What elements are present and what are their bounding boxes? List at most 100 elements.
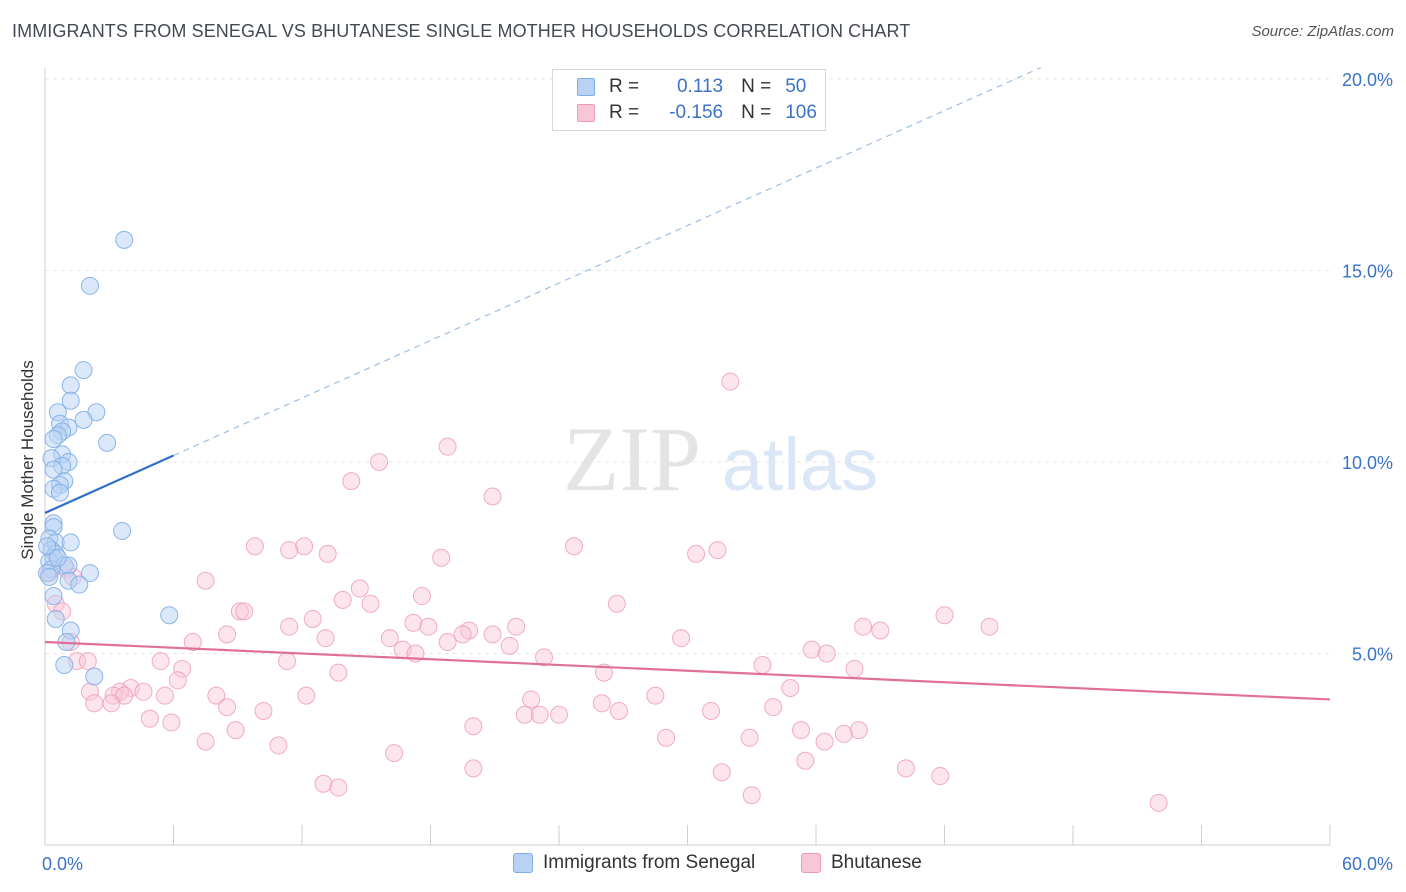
y-tick-label: 10.0%	[1342, 453, 1393, 473]
bhutanese-point	[530, 705, 549, 724]
bhutanese-point	[781, 678, 800, 697]
senegal-point	[113, 521, 132, 540]
bhutanese-point	[218, 698, 237, 717]
bhutanese-point	[280, 541, 299, 560]
y-tick-label: 15.0%	[1342, 262, 1393, 282]
legend-swatch-bhutanese	[577, 104, 595, 122]
bhutanese-point	[815, 732, 834, 751]
bhutanese-point	[834, 724, 853, 743]
bhutanese-point	[702, 701, 721, 720]
legend-n-label: N =	[741, 76, 772, 97]
bhutanese-point	[134, 682, 153, 701]
bhutanese-point	[168, 671, 187, 690]
bhutanese-point	[329, 663, 348, 682]
bhutanese-point	[594, 663, 613, 682]
bhutanese-point	[380, 629, 399, 648]
legend-r-value-senegal: 0.113	[676, 76, 724, 97]
series-name-senegal: Immigrants from Senegal	[543, 852, 756, 873]
bhutanese-point	[183, 633, 202, 652]
bhutanese-point	[871, 621, 890, 640]
senegal-point	[46, 610, 65, 629]
legend-r-label: R =	[609, 76, 640, 97]
senegal-point	[44, 430, 63, 449]
x-tick-label: 60.0%	[1342, 854, 1393, 874]
senegal-point	[98, 433, 117, 452]
bhutanese-point	[318, 544, 337, 563]
bhutanese-point	[672, 629, 691, 648]
bhutanese-point	[764, 698, 783, 717]
bhutanese-point	[564, 537, 583, 556]
legend-r-label: R =	[609, 102, 640, 123]
bhutanese-point	[535, 648, 554, 667]
tick-labels: 5.0% 10.0% 15.0% 20.0% 0.0% 60.0%	[42, 70, 1393, 874]
bhutanese-point	[196, 732, 215, 751]
bhutanese-point	[245, 537, 264, 556]
bhutanese-point	[817, 644, 836, 663]
bhutanese-point	[230, 602, 249, 621]
bhutanese-point	[740, 728, 759, 747]
senegal-point	[74, 410, 93, 429]
series-name-bhutanese: Bhutanese	[831, 852, 922, 873]
bhutanese-point	[796, 751, 815, 770]
senegal-point	[70, 575, 89, 594]
bhutanese-point	[712, 763, 731, 782]
senegal-trend-dashed	[173, 66, 1042, 457]
senegal-point	[80, 276, 99, 295]
senegal-point	[50, 483, 69, 502]
senegal-point	[61, 376, 80, 395]
y-tick-label: 5.0%	[1352, 645, 1393, 665]
grid-lines	[45, 78, 1330, 654]
bhutanese-point	[980, 617, 999, 636]
bhutanese-point	[802, 640, 821, 659]
series-legend-bhutanese: Bhutanese	[801, 852, 922, 874]
senegal-point	[160, 606, 179, 625]
bhutanese-point	[85, 694, 104, 713]
bhutanese-point	[218, 625, 237, 644]
bhutanese-point	[845, 659, 864, 678]
legend-n-value-senegal: 50	[785, 76, 807, 97]
x-tick-label: 0.0%	[42, 854, 83, 874]
bhutanese-point	[140, 709, 159, 728]
bhutanese-point	[438, 633, 457, 652]
bhutanese-trend-solid	[44, 640, 1331, 701]
bhutanese-point	[432, 548, 451, 567]
y-tick-label: 20.0%	[1342, 70, 1393, 90]
bhutanese-point	[550, 705, 568, 724]
senegal-point	[38, 537, 57, 556]
bhutanese-point	[500, 636, 519, 655]
bhutanese-point	[333, 590, 352, 609]
bhutanese-point	[607, 594, 626, 613]
bhutanese-point	[419, 617, 438, 636]
senegal-point	[55, 655, 74, 674]
senegal-trend-solid	[44, 454, 174, 514]
bhutanese-point	[708, 541, 727, 560]
bhutanese-point	[646, 686, 665, 705]
series-legend-senegal: Immigrants from Senegal	[513, 852, 755, 874]
bhutanese-point	[254, 701, 273, 720]
bhutanese-trend-line	[44, 640, 1331, 701]
senegal-point	[44, 460, 63, 479]
bhutanese-point	[792, 721, 811, 740]
series-swatch-bhutanese	[801, 853, 821, 873]
series-legend: Immigrants from Senegal Bhutanese	[0, 852, 1406, 876]
bhutanese-point	[102, 694, 121, 713]
bhutanese-point	[753, 655, 772, 674]
bhutanese-point	[404, 613, 423, 632]
watermark-atlas: atlas	[722, 423, 878, 506]
senegal-point	[85, 667, 104, 686]
bhutanese-point	[657, 728, 676, 747]
bhutanese-point	[350, 579, 369, 598]
bhutanese-point	[483, 625, 502, 644]
legend-r-value-bhutanese: -0.156	[669, 102, 724, 123]
bhutanese-point	[438, 437, 457, 456]
bhutanese-point	[207, 686, 226, 705]
legend-swatch-senegal	[577, 78, 595, 96]
bhutanese-point	[104, 686, 123, 705]
legend-n-value-bhutanese: 106	[785, 102, 817, 123]
senegal-point	[61, 391, 80, 410]
bhutanese-point	[196, 571, 215, 590]
stats-legend: R = 0.113 N = 50 R = -0.156 N = 106	[552, 69, 826, 131]
bhutanese-point	[314, 774, 333, 793]
bhutanese-point	[385, 744, 404, 763]
